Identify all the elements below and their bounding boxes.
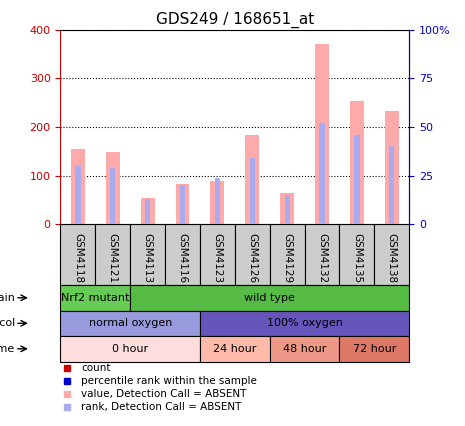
Text: normal oxygen: normal oxygen xyxy=(88,318,172,328)
Text: Nrf2 mutant: Nrf2 mutant xyxy=(61,293,130,303)
Bar xyxy=(60,311,200,336)
Text: 100% oxygen: 100% oxygen xyxy=(266,318,343,328)
Bar xyxy=(270,336,339,362)
Bar xyxy=(389,147,394,224)
Bar xyxy=(280,193,294,224)
Bar xyxy=(210,181,225,224)
Bar xyxy=(71,149,85,224)
Text: GSM4132: GSM4132 xyxy=(317,233,327,283)
Text: GSM4118: GSM4118 xyxy=(73,233,83,283)
Bar xyxy=(315,44,329,224)
Bar xyxy=(175,184,189,224)
Bar xyxy=(60,285,130,311)
Bar xyxy=(180,185,185,224)
Text: percentile rank within the sample: percentile rank within the sample xyxy=(81,376,257,386)
Text: value, Detection Call = ABSENT: value, Detection Call = ABSENT xyxy=(81,389,247,399)
Text: protocol: protocol xyxy=(0,318,15,328)
Text: count: count xyxy=(81,363,111,373)
Text: wild type: wild type xyxy=(244,293,295,303)
Bar xyxy=(350,101,364,224)
Bar xyxy=(385,112,399,224)
Text: GSM4126: GSM4126 xyxy=(247,233,257,283)
Text: rank, Detection Call = ABSENT: rank, Detection Call = ABSENT xyxy=(81,402,242,412)
Text: 24 hour: 24 hour xyxy=(213,344,257,354)
Bar xyxy=(60,224,95,285)
Bar xyxy=(250,158,255,224)
Bar xyxy=(106,153,120,224)
Text: 0 hour: 0 hour xyxy=(112,344,148,354)
Text: GSM4129: GSM4129 xyxy=(282,233,292,283)
Bar xyxy=(130,285,409,311)
Bar xyxy=(95,224,130,285)
Text: strain: strain xyxy=(0,293,15,303)
Bar xyxy=(145,199,150,224)
Bar xyxy=(305,224,339,285)
Bar xyxy=(75,166,80,224)
Text: 72 hour: 72 hour xyxy=(352,344,396,354)
Bar xyxy=(339,224,374,285)
Bar xyxy=(354,135,359,224)
Text: time: time xyxy=(0,344,15,354)
Bar xyxy=(200,336,270,362)
Bar xyxy=(200,224,235,285)
Text: GSM4135: GSM4135 xyxy=(352,233,362,283)
Bar xyxy=(246,135,259,224)
Bar xyxy=(319,123,325,224)
Text: 48 hour: 48 hour xyxy=(283,344,326,354)
Text: GSM4113: GSM4113 xyxy=(143,233,153,283)
Bar xyxy=(215,178,220,224)
Text: GSM4116: GSM4116 xyxy=(178,233,187,283)
Text: GSM4138: GSM4138 xyxy=(387,233,397,283)
Title: GDS249 / 168651_at: GDS249 / 168651_at xyxy=(156,12,314,29)
Bar xyxy=(165,224,200,285)
Bar xyxy=(130,224,165,285)
Bar xyxy=(140,199,154,224)
Bar xyxy=(270,224,305,285)
Text: GSM4123: GSM4123 xyxy=(213,233,222,283)
Bar xyxy=(110,168,115,224)
Bar xyxy=(374,224,409,285)
Bar xyxy=(235,224,270,285)
Bar xyxy=(60,336,200,362)
Bar xyxy=(200,311,409,336)
Text: GSM4121: GSM4121 xyxy=(108,233,118,283)
Bar xyxy=(339,336,409,362)
Bar xyxy=(285,195,290,224)
